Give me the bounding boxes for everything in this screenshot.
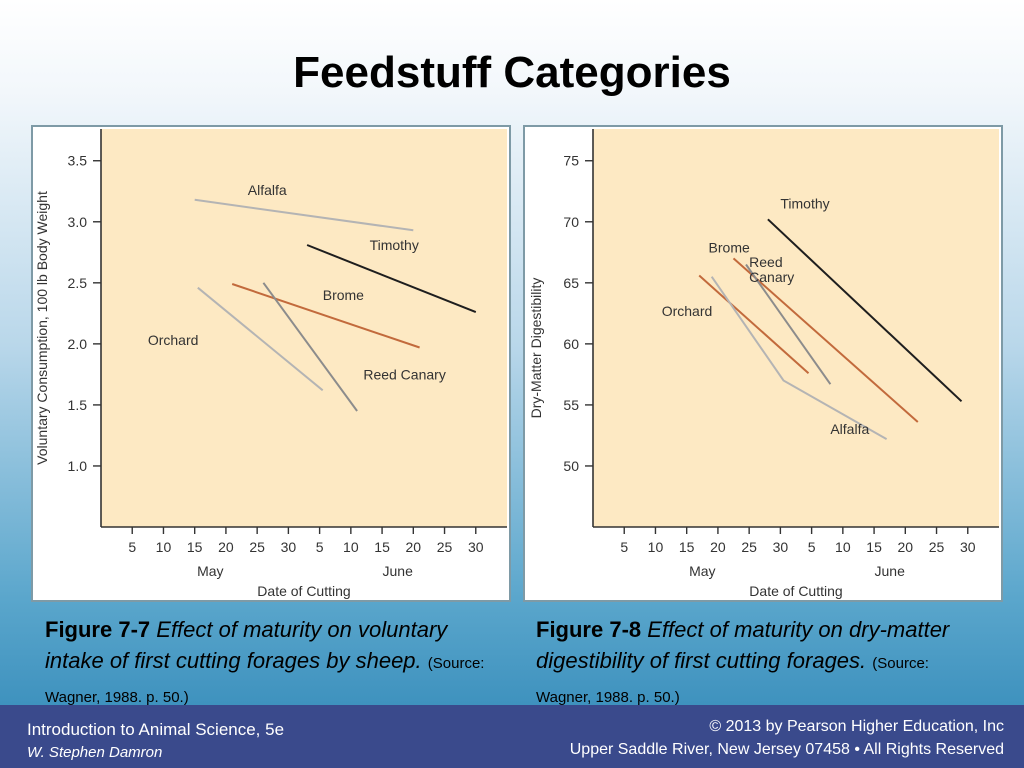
series-label-reed-canary: Reed Canary (363, 366, 446, 382)
y-tick-label: 3.5 (68, 153, 88, 169)
month-label-june: June (875, 563, 906, 579)
x-axis-label: Date of Cutting (749, 583, 842, 599)
x-tick-label: 15 (679, 539, 695, 555)
x-tick-label: 20 (218, 539, 234, 555)
y-tick-label: 2.0 (68, 336, 88, 352)
y-tick-label: 60 (563, 336, 579, 352)
plot-area (101, 129, 507, 527)
plot-area (593, 129, 999, 527)
y-tick-label: 50 (563, 458, 579, 474)
footer-bar: Introduction to Animal Science, 5e W. St… (0, 705, 1024, 768)
x-tick-label: 25 (437, 539, 453, 555)
y-tick-label: 55 (563, 397, 579, 413)
x-tick-label: 10 (343, 539, 359, 555)
series-label-timothy: Timothy (780, 195, 829, 211)
x-tick-label: 30 (960, 539, 976, 555)
series-label-brome: Brome (709, 239, 750, 255)
x-tick-label: 25 (741, 539, 757, 555)
month-label-may: May (689, 563, 715, 579)
figure-7-7-caption: Figure 7-7 Effect of maturity on volunta… (45, 614, 495, 713)
slide-title: Feedstuff Categories (293, 48, 731, 97)
series-label-brome: Brome (323, 287, 364, 303)
digestibility-chart: 50 55 60 65 70 75 5 10 15 20 25 30 5 10 15 20 25 30 May Jun… (528, 129, 999, 599)
x-tick-label: 20 (406, 539, 422, 555)
x-tick-label: 15 (187, 539, 203, 555)
x-tick-label: 10 (835, 539, 851, 555)
x-tick-label: 20 (710, 539, 726, 555)
series-label-line: Reed (749, 254, 782, 270)
footer-book-title: Introduction to Animal Science, 5e (27, 720, 285, 739)
y-axis-label: Voluntary Consumption, 100 lb Body Weigh… (34, 191, 50, 465)
x-tick-label: 25 (929, 539, 945, 555)
footer-author: W. Stephen Damron (27, 744, 163, 761)
x-tick-label: 30 (468, 539, 484, 555)
y-tick-label: 3.0 (68, 214, 88, 230)
x-tick-label: 15 (866, 539, 882, 555)
series-label-orchard: Orchard (148, 332, 199, 348)
series-line-timothy (767, 218, 963, 403)
x-tick-label: 20 (898, 539, 914, 555)
caption-source: (Source: Wagner, 1988. p. 50.) (45, 655, 485, 706)
series-line-orchard (698, 274, 810, 374)
series-label-orchard: Orchard (662, 303, 713, 319)
x-tick-label: 15 (374, 539, 390, 555)
series-label-alfalfa: Alfalfa (248, 182, 287, 198)
caption-source: (Source: Wagner, 1988. p. 50.) (536, 655, 929, 706)
x-tick-label: 25 (249, 539, 265, 555)
y-tick-label: 1.0 (68, 458, 88, 474)
series-label-line: Canary (749, 269, 794, 285)
x-tick-label: 5 (808, 539, 816, 555)
x-tick-label: 30 (773, 539, 789, 555)
x-tick-label: 5 (620, 539, 628, 555)
series-line-reed-canary (745, 263, 832, 385)
y-axis-label: Dry-Matter Digestibility (528, 278, 544, 419)
caption-number: Figure 7-8 (536, 617, 642, 642)
figure-7-8-caption: Figure 7-8 Effect of maturity on dry-mat… (536, 614, 986, 713)
month-label-may: May (197, 563, 223, 579)
x-tick-label: 10 (648, 539, 664, 555)
caption-text: Effect of maturity on voluntary intake o… (45, 617, 448, 673)
footer-copyright: © 2013 by Pearson Higher Education, Inc (709, 718, 1004, 735)
caption-text: Effect of maturity on dry-matter digesti… (536, 617, 950, 673)
x-tick-label: 5 (128, 539, 136, 555)
y-tick-label: 70 (563, 214, 579, 230)
series-line-alfalfa (710, 276, 888, 440)
figure-7-7-panel: 1.0 1.5 2.0 2.5 3.0 3.5 5 10 15 20 25 30 5 10 15 20 25 30… (31, 125, 511, 602)
x-axis-label: Date of Cutting (257, 583, 350, 599)
series-line-brome (732, 257, 919, 423)
y-tick-label: 65 (563, 275, 579, 291)
y-tick-label: 75 (563, 153, 579, 169)
footer-publisher: Upper Saddle River, New Jersey 07458 • A… (569, 741, 1004, 758)
figure-7-8-panel: 50 55 60 65 70 75 5 10 15 20 25 30 5 10 15 20 25 30 May Jun… (523, 125, 1003, 602)
caption-number: Figure 7-7 (45, 617, 151, 642)
series-label-reed-canary: Reed Canary (749, 254, 794, 285)
series-line-brome (231, 283, 420, 349)
x-tick-label: 30 (281, 539, 297, 555)
y-tick-label: 2.5 (68, 275, 88, 291)
x-tick-label: 10 (156, 539, 172, 555)
series-label-alfalfa: Alfalfa (830, 421, 869, 437)
x-tick-label: 5 (316, 539, 324, 555)
y-tick-label: 1.5 (68, 397, 88, 413)
series-line-alfalfa (194, 198, 414, 232)
series-line-timothy (306, 244, 477, 314)
series-line-orchard (197, 286, 324, 392)
month-label-june: June (383, 563, 414, 579)
intake-chart: 1.0 1.5 2.0 2.5 3.0 3.5 5 10 15 20 25 30 5 10 15 20 25 30… (34, 129, 507, 599)
series-label-timothy: Timothy (370, 237, 419, 253)
series-line-reed-canary (262, 282, 358, 412)
